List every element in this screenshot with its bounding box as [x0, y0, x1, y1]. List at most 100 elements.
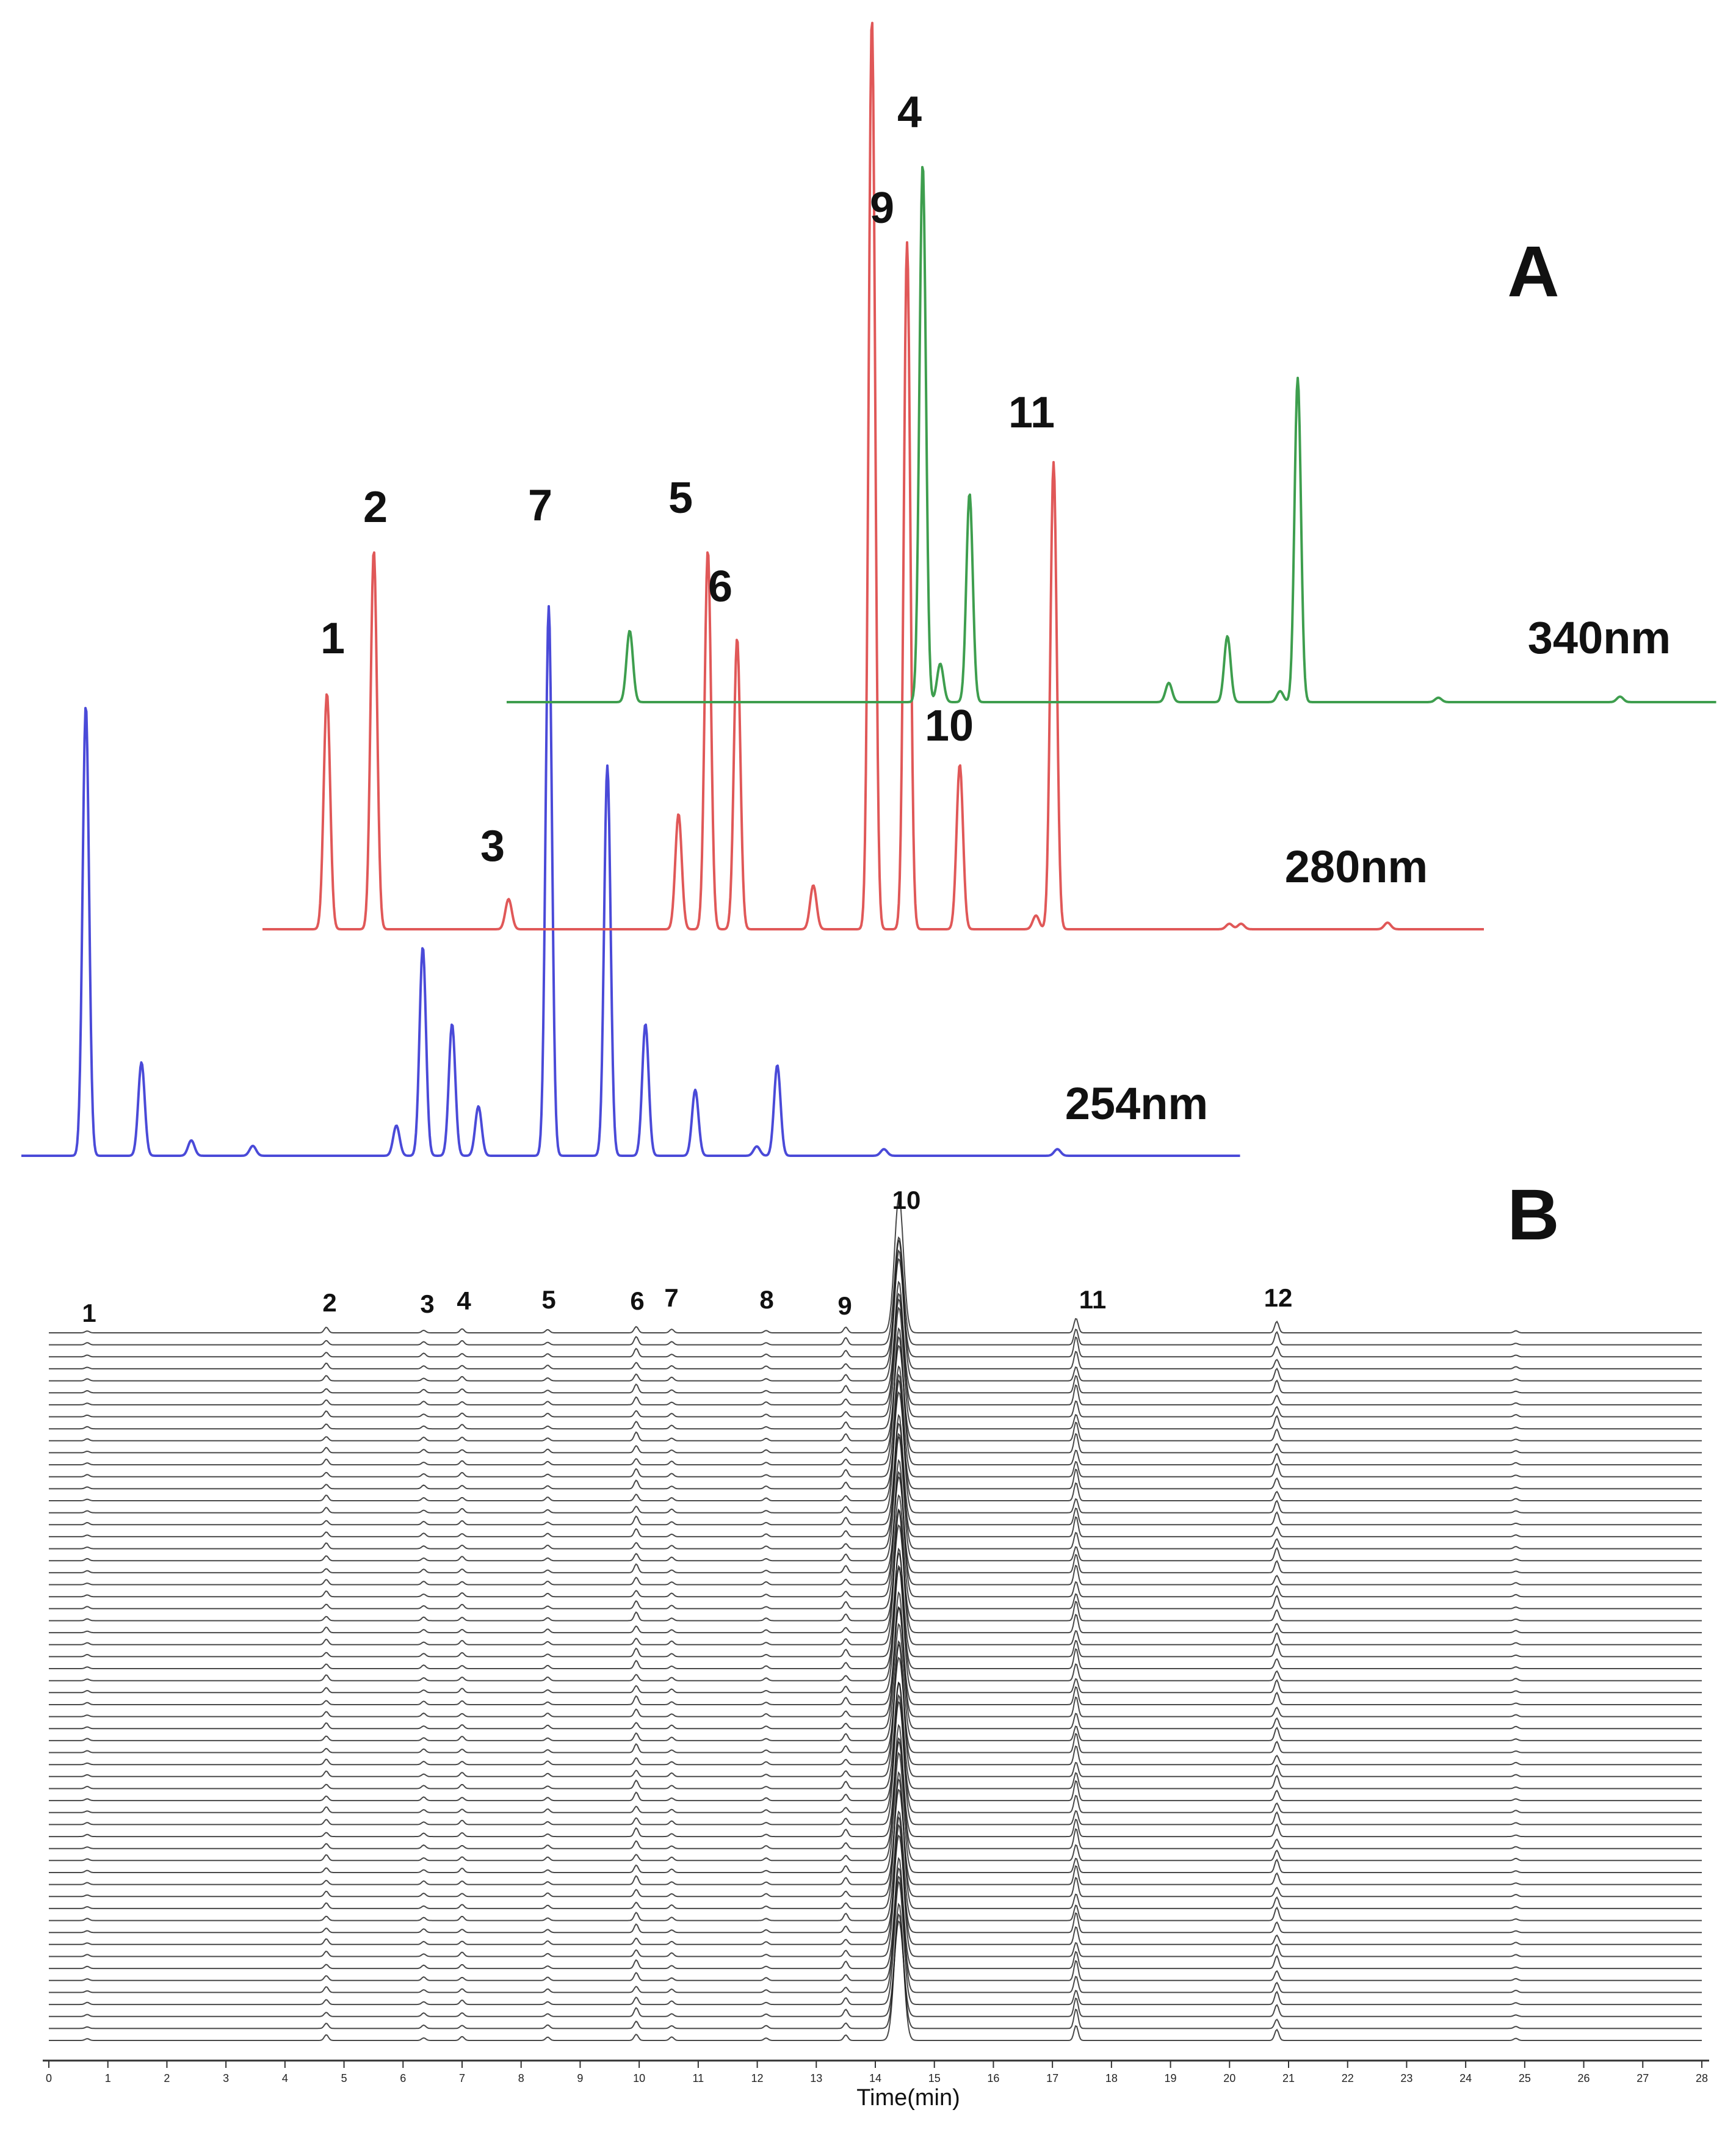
sample-trace — [49, 1567, 1702, 1669]
sample-trace — [49, 1239, 1702, 1369]
sample-trace — [49, 1547, 1702, 1681]
sample-trace — [49, 1810, 1702, 1921]
sample-trace — [49, 1476, 1702, 1573]
sample-trace — [49, 1422, 1702, 1526]
x-tick-label: 15 — [928, 2072, 941, 2084]
x-tick-label: 21 — [1282, 2072, 1295, 2084]
peak-label-b-6: 6 — [630, 1286, 644, 1315]
x-tick-label: 10 — [633, 2072, 645, 2084]
sample-trace — [49, 1524, 1702, 1622]
x-tick-label: 6 — [400, 2072, 406, 2084]
peak-label-b-7: 7 — [664, 1283, 678, 1312]
sample-trace — [49, 1752, 1702, 1873]
sample-trace — [49, 1681, 1702, 1790]
sample-trace — [49, 1741, 1702, 1849]
sample-trace — [49, 1656, 1702, 1753]
peak-label-b-2: 2 — [322, 1288, 336, 1317]
peak-label-b-12: 12 — [1264, 1283, 1293, 1312]
x-tick-label: 7 — [459, 2072, 465, 2084]
sample-trace — [49, 1344, 1702, 1441]
peak-label-b-8: 8 — [759, 1285, 773, 1314]
sample-trace — [49, 1606, 1702, 1717]
sample-trace — [49, 1920, 1702, 2017]
x-tick-label: 24 — [1459, 2072, 1472, 2084]
x-tick-label: 14 — [869, 2072, 881, 2084]
x-tick-label: 12 — [751, 2072, 764, 2084]
x-tick-label: 9 — [577, 2072, 583, 2084]
trace-340nm — [506, 165, 1716, 703]
sample-trace — [49, 1564, 1702, 1694]
sample-trace — [49, 1327, 1702, 1466]
x-tick-label: 27 — [1637, 2072, 1649, 2084]
panel-b-x-ticks: 0 1 2 3 4 5 6 7 8 9 10 11 12 13 14 15 16 17 18 19 20 21 22 23 24… — [46, 2061, 1708, 2084]
sample-trace — [49, 1875, 1702, 1981]
x-tick-label: 23 — [1400, 2072, 1412, 2084]
sample-trace — [49, 1590, 1702, 1730]
sample-trace — [49, 1306, 1702, 1430]
sample-trace — [49, 1459, 1702, 1598]
x-tick-label: 16 — [987, 2072, 999, 2084]
sample-trace — [49, 1280, 1702, 1418]
sample-trace — [49, 1824, 1702, 1957]
panel-a: A 340nm 280nm 254nm 1 2 3 7 5 6 9 10 11 … — [21, 21, 1716, 1157]
sample-trace — [49, 1857, 1702, 1993]
trace-280nm — [262, 21, 1485, 930]
sample-trace — [49, 1293, 1702, 1394]
peak-label-b-1: 1 — [82, 1299, 96, 1327]
x-tick-label: 18 — [1105, 2072, 1118, 2084]
sample-trace — [49, 1494, 1702, 1609]
sample-trace — [49, 1640, 1702, 1777]
sample-trace — [49, 1724, 1702, 1862]
x-tick-label: 5 — [341, 2072, 347, 2084]
sample-trace — [49, 1700, 1702, 1802]
sample-trace — [49, 1195, 1702, 1333]
sample-trace — [49, 1681, 1702, 1813]
sample-trace — [49, 1471, 1702, 1586]
peak-label-a-10: 10 — [925, 702, 974, 750]
sample-trace — [49, 1834, 1702, 1934]
sample-trace — [49, 1902, 1702, 2041]
sample-trace — [49, 1435, 1702, 1562]
peak-label-b-9: 9 — [837, 1291, 852, 1320]
sample-trace — [49, 1249, 1702, 1382]
peak-label-a-5: 5 — [668, 474, 693, 523]
panel-b: B 0 1 2 3 4 5 6 7 8 9 10 11 12 13 14 15 16 17 18 19 20 21 22 23… — [43, 1175, 1709, 2111]
sample-trace — [49, 1379, 1702, 1514]
trace-254nm — [21, 605, 1240, 1157]
x-tick-label: 22 — [1342, 2072, 1354, 2084]
label-280nm: 280nm — [1285, 841, 1428, 892]
x-tick-label: 19 — [1165, 2072, 1177, 2084]
sample-trace — [49, 1432, 1702, 1537]
sample-trace — [49, 1623, 1702, 1741]
sample-trace — [49, 1373, 1702, 1501]
sample-trace — [49, 1606, 1702, 1705]
peak-label-a-7: 7 — [528, 481, 552, 530]
sample-trace — [49, 1880, 1702, 2006]
peak-label-b-4: 4 — [457, 1286, 471, 1315]
panel-b-letter: B — [1507, 1175, 1559, 1255]
sample-trace — [49, 1788, 1702, 1885]
x-tick-label: 4 — [282, 2072, 288, 2084]
sample-trace — [49, 1816, 1702, 1945]
sample-trace — [49, 1737, 1702, 1838]
sample-trace — [49, 1413, 1702, 1550]
sample-trace — [49, 1509, 1702, 1645]
label-340nm: 340nm — [1528, 612, 1671, 663]
peak-label-b-3: 3 — [420, 1289, 434, 1318]
peak-label-a-4: 4 — [897, 88, 922, 137]
sample-trace — [49, 1778, 1702, 1898]
sample-trace — [49, 1391, 1702, 1490]
panel-b-traces — [49, 1195, 1702, 2041]
peak-label-b-5: 5 — [541, 1285, 555, 1314]
sample-trace — [49, 1298, 1702, 1405]
peak-label-a-9: 9 — [870, 184, 894, 233]
panel-a-letter: A — [1507, 231, 1559, 312]
peak-label-a-3: 3 — [480, 822, 505, 871]
x-tick-label: 0 — [46, 2072, 52, 2084]
peak-label-b-10: 10 — [892, 1186, 921, 1214]
x-tick-label: 8 — [518, 2072, 524, 2084]
sample-trace — [49, 1643, 1702, 1766]
x-tick-label: 1 — [105, 2072, 111, 2084]
sample-trace — [49, 1365, 1702, 1478]
